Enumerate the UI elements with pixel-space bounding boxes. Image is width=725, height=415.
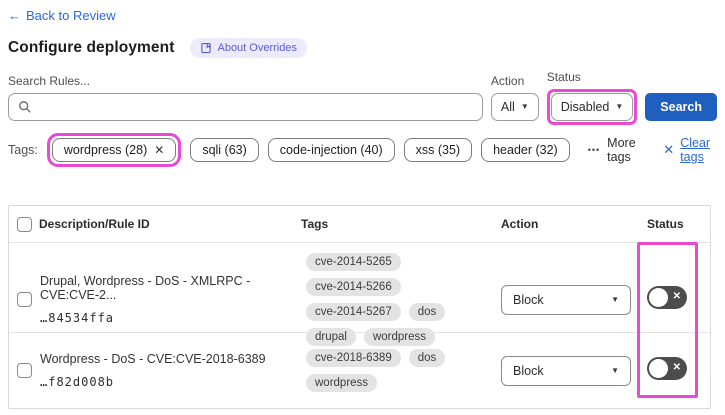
action-filter-select[interactable]: All ▼ [490,93,539,121]
clear-x-icon: ✕ [663,142,675,157]
rule-tag: wordpress [306,374,378,392]
ellipsis-icon: ••• [587,145,601,155]
column-header-action: Action [501,217,539,231]
book-icon [200,42,212,54]
rule-tag: cve-2014-5267 [306,303,401,321]
table-row: Drupal, Wordpress - DoS - XMLRPC - CVE:C… [9,242,710,346]
search-rules-label: Search Rules... [8,74,91,88]
search-group: Search Rules... [8,74,483,125]
search-button[interactable]: Search [645,93,717,121]
rule-description-cell: Drupal, Wordpress - DoS - XMLRPC - CVE:C… [39,270,301,329]
tag-filter-label: wordpress (28) [63,143,148,157]
rule-action-cell: Block ▼ [501,284,638,315]
action-filter-group: Action All ▼ [490,74,539,125]
tags-bar: Tags: wordpress (28) ✕ sqli (63) code-in… [8,133,717,167]
chevron-down-icon: ▼ [615,102,624,111]
action-filter-label: Action [490,74,525,88]
rule-description: Wordpress - DoS - CVE:CVE-2018-6389 [40,352,266,366]
rule-tag: dos [408,349,446,367]
status-filter-value: Disabled [560,100,610,114]
rule-tags-cell: cve-2014-5265 cve-2014-5266 cve-2014-5267 d… [301,243,501,356]
page-title: Configure deployment [8,39,175,56]
tag-filter-wordpress[interactable]: wordpress (28) ✕ [51,138,177,162]
rule-tag: wordpress [363,328,436,346]
rule-description: Drupal, Wordpress - DoS - XMLRPC - CVE:C… [40,274,251,302]
status-filter-label: Status [546,70,581,84]
status-filter-select[interactable]: Disabled ▼ [550,93,634,121]
title-row: Configure deployment About Overrides [8,38,717,58]
tags-bar-label: Tags: [8,143,38,157]
chevron-down-icon: ▼ [520,102,529,111]
rules-table: Description/Rule ID Tags Action Status D… [8,205,711,409]
action-select[interactable]: Block ▼ [501,284,631,315]
rule-status-cell: ✕ [638,285,710,314]
rule-tag: cve-2018-6389 [306,349,401,367]
tag-filter-list: sqli (63) code-injection (40) xss (35) h… [190,138,570,162]
search-rules-input[interactable] [9,94,482,120]
wordpress-tag-highlight: wordpress (28) ✕ [46,133,182,167]
rule-action-cell: Block ▼ [501,355,638,386]
remove-tag-icon[interactable]: ✕ [154,143,165,157]
rule-id: …f82d008b [40,375,115,389]
column-header-status: Status [647,217,684,231]
column-header-tags: Tags [301,217,329,231]
row-checkbox[interactable] [16,292,32,307]
table-header-row: Description/Rule ID Tags Action Status [9,206,710,242]
rule-description-cell: Wordpress - DoS - CVE:CVE-2018-6389 …f82… [39,348,301,393]
row-checkbox-cell [9,292,39,307]
search-icon [18,100,32,119]
clear-tags-link[interactable]: ✕ Clear tags [663,136,717,164]
toggle-knob [649,287,668,307]
table-row: Wordpress - DoS - CVE:CVE-2018-6389 …f82… [9,332,710,408]
rule-status-cell: ✕ [638,356,710,385]
tag-filter-label: xss (35) [415,143,461,157]
header-checkbox-cell [9,216,39,232]
filter-row: Search Rules... Action All ▼ Status [8,70,717,125]
back-to-review-link[interactable]: ← Back to Review [8,8,116,23]
rule-tag: cve-2014-5266 [306,278,401,296]
chevron-down-icon: ▼ [611,365,619,375]
tag-filter-label: header (32) [493,143,558,157]
rule-id: …84534ffa [40,311,115,325]
row-checkbox-cell [9,363,39,378]
rule-tag: cve-2014-5265 [306,253,401,271]
status-toggle-off[interactable]: ✕ [647,285,687,309]
tag-filter-label: code-injection (40) [279,143,383,157]
about-overrides-badge[interactable]: About Overrides [190,38,307,58]
more-tags-label: More tags [607,136,636,164]
action-select-value: Block [513,363,544,378]
rule-tags-cell: cve-2018-6389 dos wordpress [301,339,501,402]
toggle-off-icon: ✕ [672,291,681,302]
toggle-knob [649,358,668,378]
tag-filter-chip[interactable]: sqli (63) [190,138,259,162]
status-filter-group: Status Disabled ▼ [546,70,638,125]
action-select[interactable]: Block ▼ [501,355,631,386]
tag-filter-chip[interactable]: header (32) [481,138,570,162]
select-all-checkbox[interactable] [16,216,32,232]
action-filter-value: All [500,100,515,114]
status-toggle-off[interactable]: ✕ [647,356,687,380]
chevron-down-icon: ▼ [611,294,619,304]
column-header-description: Description/Rule ID [39,217,150,231]
more-tags-button[interactable]: ••• More tags [588,136,643,164]
toggle-off-icon: ✕ [672,362,681,373]
tag-filter-chip[interactable]: code-injection (40) [267,138,395,162]
search-box [8,93,483,121]
about-overrides-label: About Overrides [217,42,297,54]
clear-tags-label: Clear tags [680,136,711,164]
table-body: Drupal, Wordpress - DoS - XMLRPC - CVE:C… [9,242,710,408]
rule-tag: drupal [306,328,356,346]
tag-filter-label: sqli (63) [202,143,247,157]
tag-filter-chip[interactable]: xss (35) [403,138,473,162]
status-filter-highlight: Disabled ▼ [546,89,638,125]
row-checkbox[interactable] [16,363,32,378]
rule-tag: dos [408,303,446,321]
back-link-label: Back to Review [26,8,116,23]
action-select-value: Block [513,292,544,307]
back-arrow-icon: ← [8,8,21,23]
